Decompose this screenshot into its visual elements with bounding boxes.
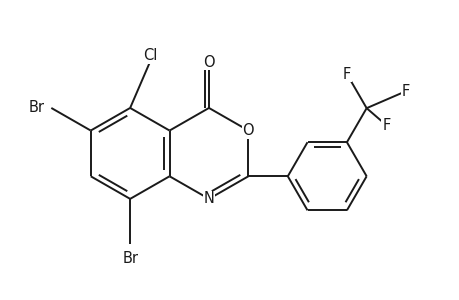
- Text: Br: Br: [122, 251, 138, 266]
- Text: F: F: [381, 118, 390, 133]
- Text: F: F: [342, 67, 350, 82]
- Text: O: O: [203, 55, 214, 70]
- Text: O: O: [242, 123, 254, 138]
- Text: F: F: [401, 84, 409, 99]
- Text: Cl: Cl: [142, 48, 157, 63]
- Text: N: N: [203, 191, 214, 206]
- Text: Br: Br: [29, 100, 45, 116]
